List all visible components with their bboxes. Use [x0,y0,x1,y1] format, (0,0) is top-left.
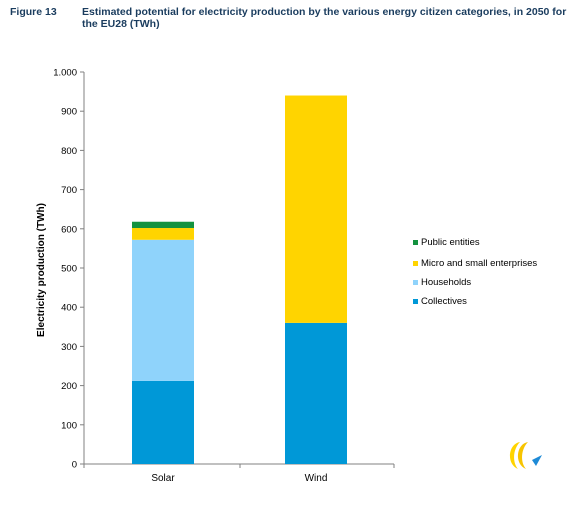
y-tick-label: 400 [61,303,77,314]
x-tick-label: Solar [151,473,175,484]
y-tick-label: 1.000 [53,68,77,79]
legend-swatch-households [413,280,418,285]
y-tick-label: 600 [61,224,77,235]
y-tick-label: 900 [61,107,77,118]
logo-icon [509,442,542,469]
bar-solar-micro-and-small-enterprises [132,228,194,240]
bar-solar-collectives [132,380,194,464]
bar-solar-public-entities [132,221,194,229]
chart-axes: 0 100 200 300 400 500 600 700 800 900 1.000 Solar Wi… [53,68,395,484]
y-axis-title: Electricity production (TWh) [36,203,47,337]
bar-solar-households [132,239,194,381]
legend-label-collectives: Collectives [421,296,467,307]
legend-label-micro-and-small-enterprises: Micro and small enterprises [421,258,537,269]
y-tick-label: 500 [61,264,77,275]
y-tick-label: 700 [61,185,77,196]
y-tick-label: 800 [61,146,77,157]
y-tick-label: 300 [61,342,77,353]
figure-label: Figure 13 [10,6,57,18]
bar-wind-micro-and-small-enterprises [285,95,347,323]
bar-wind-collectives [285,322,347,464]
legend-label-public-entities: Public entities [421,237,480,248]
x-tick-label: Wind [305,473,328,484]
legend-label-households: Households [421,277,471,288]
legend-swatch-micro-and-small-enterprises [413,261,418,266]
chart-legend: Public entities Micro and small enterpris… [413,237,537,307]
legend-swatch-collectives [413,299,418,304]
chart-bars [132,95,347,464]
y-tick-label: 100 [61,420,77,431]
figure-title: Estimated potential for electricity prod… [82,6,567,30]
y-tick-label: 200 [61,381,77,392]
y-tick-label: 0 [72,460,77,471]
legend-swatch-public-entities [413,240,418,245]
